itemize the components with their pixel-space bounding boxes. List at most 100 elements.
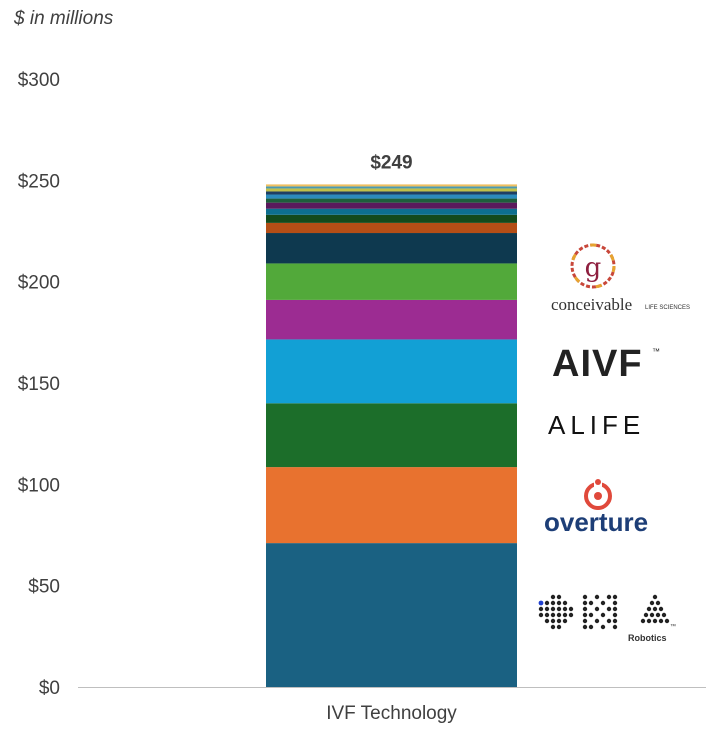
bar-segment-12: [266, 198, 517, 203]
oma-dot: [612, 624, 618, 630]
oma-dot: [550, 618, 556, 624]
oma-dot: [556, 612, 562, 618]
oma-dot: [600, 612, 606, 618]
bar-segment-7: [266, 233, 517, 264]
oma-dot: [544, 606, 550, 612]
oma-tm: ™: [670, 623, 676, 630]
oma-dot: [550, 612, 556, 618]
bar-segment-8: [266, 222, 517, 234]
bar-segment-9: [266, 214, 517, 223]
oma-dot: [606, 618, 612, 624]
oma-dot: [646, 606, 652, 612]
oma-dot: [600, 600, 606, 606]
bar-segment-1: [266, 543, 517, 687]
bar-segment-6: [266, 263, 517, 300]
aivf-wordmark: AIVF: [552, 343, 643, 385]
y-tick-label: $300: [18, 70, 60, 91]
oma-sub: Robotics: [628, 633, 667, 643]
oma-dot: [562, 600, 568, 606]
bar-segment-4: [266, 339, 517, 404]
oma-dot: [606, 594, 612, 600]
x-category-label: IVF Technology: [326, 703, 457, 724]
oma-dot: [556, 618, 562, 624]
oma-dot: [649, 600, 655, 606]
y-axis: $0 $50 $100 $150 $200 $250 $300: [18, 70, 60, 699]
y-tick-label: $0: [39, 678, 60, 699]
oma-dot: [538, 606, 544, 612]
oma-dot: [544, 600, 550, 606]
oma-dot: [646, 618, 652, 624]
oma-dot: [538, 612, 544, 618]
logo-oma-robotics: Robotics ™: [538, 594, 676, 643]
y-tick-label: $50: [28, 577, 60, 598]
oma-dot: [640, 618, 646, 624]
y-tick-label: $100: [18, 475, 60, 496]
unit-label: $ in millions: [14, 8, 114, 29]
oma-dot: [568, 606, 574, 612]
oma-dot: [550, 594, 556, 600]
logo-overture: overture: [544, 479, 648, 537]
oma-dot: [556, 606, 562, 612]
oma-dot: [600, 624, 606, 630]
oma-dot: [588, 600, 594, 606]
oma-dot: [612, 606, 618, 612]
conceivable-sub: LIFE SCIENCES: [645, 305, 690, 311]
oma-dot: [562, 606, 568, 612]
oma-dot: [562, 618, 568, 624]
y-tick-label: $250: [18, 171, 60, 192]
svg-text:g: g: [585, 253, 602, 283]
bar-segment-17: [266, 184, 517, 187]
oma-dot: [588, 624, 594, 630]
logo-alife: ALIFE: [548, 410, 645, 440]
oma-dot: [582, 600, 588, 606]
oma-dot: [658, 618, 664, 624]
oma-dot: [606, 606, 612, 612]
logo-aivf: AIVF ™: [552, 343, 660, 385]
oma-dot: [612, 600, 618, 606]
bar-segment-2: [266, 467, 517, 544]
conceivable-wordmark: conceivable: [551, 295, 632, 314]
oma-dot: [652, 618, 658, 624]
alife-wordmark: ALIFE: [548, 410, 645, 440]
oma-dot: [594, 606, 600, 612]
oma-dot: [582, 618, 588, 624]
oma-dot: [652, 594, 658, 600]
bar-segment-14: [266, 191, 517, 195]
aivf-tm: ™: [652, 347, 660, 356]
bar-segment-3: [266, 403, 517, 468]
oma-dot: [594, 618, 600, 624]
oma-dot: [568, 612, 574, 618]
oma-dot: [612, 594, 618, 600]
oma-dot: [655, 612, 661, 618]
oma-dot: [556, 600, 562, 606]
oma-dot: [588, 612, 594, 618]
oma-dot: [582, 624, 588, 630]
oma-dot: [658, 606, 664, 612]
oma-dot: [556, 624, 562, 630]
oma-dot: [538, 600, 544, 606]
oma-dot: [643, 612, 649, 618]
oma-dot: [612, 618, 618, 624]
oma-dot: [582, 606, 588, 612]
y-tick-label: $200: [18, 273, 60, 294]
bar-segment-16: [266, 186, 517, 189]
oma-dot: [612, 612, 618, 618]
oma-dot: [582, 612, 588, 618]
oma-dot: [649, 612, 655, 618]
oma-dot: [594, 594, 600, 600]
oma-dot: [556, 594, 562, 600]
bar-segment-15: [266, 188, 517, 192]
oma-dot: [652, 606, 658, 612]
oma-dot: [550, 624, 556, 630]
oma-dot: [582, 594, 588, 600]
oma-dot: [544, 618, 550, 624]
y-tick-label: $150: [18, 374, 60, 395]
oma-dot: [655, 600, 661, 606]
bar-segments: [266, 184, 517, 687]
bar-segment-10: [266, 208, 517, 215]
logo-conceivable: g conceivable LIFE SCIENCES: [551, 243, 690, 314]
oma-dot: [550, 600, 556, 606]
oma-dot: [544, 612, 550, 618]
oma-dot: [550, 606, 556, 612]
